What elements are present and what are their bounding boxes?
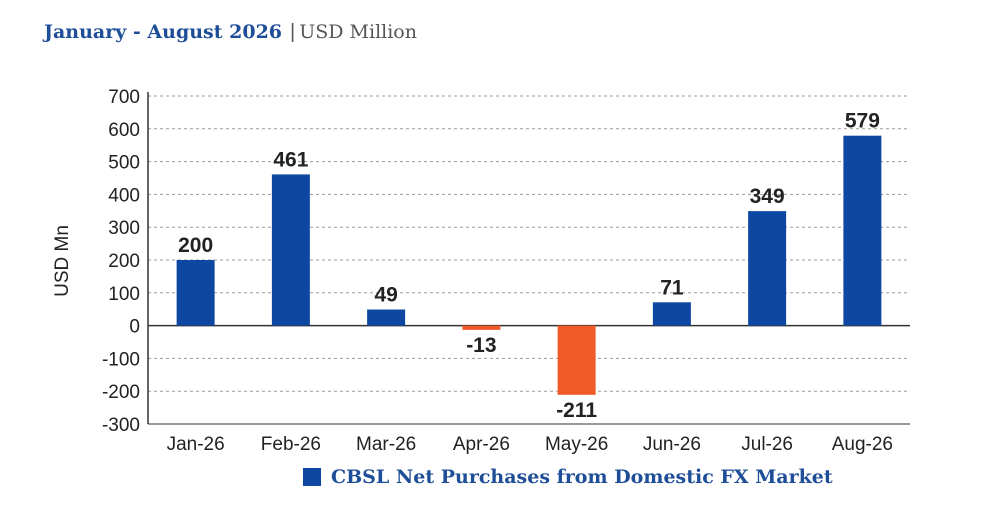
x-tick-label: Jun-26	[643, 434, 701, 455]
axes	[147, 92, 910, 425]
y-axis-label: USD Mn	[52, 225, 73, 297]
header-separator: |	[290, 21, 296, 43]
x-tick-label: Jan-26	[167, 434, 225, 455]
chart-period-title: January - August 2026	[44, 21, 283, 43]
data-labels: 200 461 49 -13 -211 71 349 579	[178, 110, 880, 422]
data-label: 579	[845, 110, 880, 133]
y-tick-label: 600	[108, 120, 140, 141]
x-tick-label: May-26	[545, 434, 608, 455]
y-tick-label: 300	[108, 218, 140, 239]
bar-aug-26	[843, 135, 882, 326]
bar-jan-26	[176, 260, 215, 326]
y-tick-label: -100	[102, 349, 140, 370]
bar-feb-26	[271, 174, 310, 326]
y-tick-label: 400	[108, 185, 140, 206]
bar-jun-26	[652, 302, 691, 326]
legend-swatch	[303, 468, 321, 486]
x-tick-label: Mar-26	[356, 434, 416, 455]
y-tick-label: 100	[108, 284, 140, 305]
data-label: 49	[374, 284, 397, 307]
bar-mar-26	[367, 309, 406, 326]
bar-apr-26	[462, 325, 501, 330]
bar-jul-26	[748, 211, 787, 326]
legend-series-label: CBSL Net Purchases from Domestic FX Mark…	[331, 466, 833, 488]
tick-labels: 700 600 500 400 300 200 100 0 -100 -200 -300 Jan-26…	[102, 87, 893, 455]
x-tick-label: Feb-26	[261, 434, 321, 455]
data-label: -211	[556, 399, 597, 422]
chart-header: January - August 2026 | USD Million	[44, 18, 417, 46]
grid-lines	[148, 95, 910, 425]
data-label: 461	[273, 148, 308, 171]
chart-unit-label: USD Million	[299, 21, 417, 43]
bars	[176, 135, 882, 395]
x-tick-label: Aug-26	[832, 434, 893, 455]
data-label: 200	[178, 234, 213, 257]
y-tick-label: 200	[108, 251, 140, 272]
y-tick-label: 500	[108, 153, 140, 174]
x-tick-label: Jul-26	[741, 434, 793, 455]
y-tick-label: -200	[102, 382, 140, 403]
data-label: -13	[466, 334, 496, 357]
x-tick-label: Apr-26	[453, 434, 510, 455]
y-tick-label: 700	[108, 87, 140, 108]
data-label: 349	[750, 185, 785, 208]
data-label: 71	[660, 276, 684, 299]
legend: CBSL Net Purchases from Domestic FX Mark…	[303, 466, 833, 488]
y-tick-label: -300	[102, 415, 140, 436]
y-tick-label: 0	[129, 317, 140, 338]
bar-may-26	[557, 325, 596, 395]
